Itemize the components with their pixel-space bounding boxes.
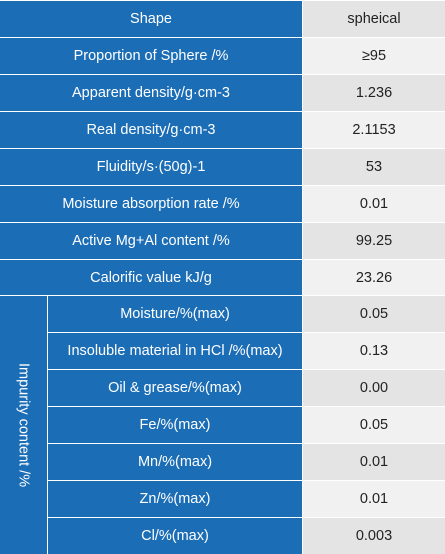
row-label: Apparent density/g·cm-3 [0, 75, 302, 111]
row-value: 1.236 [303, 75, 445, 111]
impurity-row-value: 0.01 [303, 444, 445, 480]
row-value: 53 [303, 149, 445, 185]
impurity-row-label: Cl/%(max) [48, 518, 302, 554]
impurity-row-label: Oil & grease/%(max) [48, 370, 302, 406]
impurity-row-label: Mn/%(max) [48, 444, 302, 480]
impurity-row-value: 0.05 [303, 296, 445, 332]
header-value: spheical [303, 1, 445, 37]
row-label: Real density/g·cm-3 [0, 112, 302, 148]
row-label: Proportion of Sphere /% [0, 38, 302, 74]
impurity-row-value: 0.13 [303, 333, 445, 369]
row-label: Fluidity/s·(50g)-1 [0, 149, 302, 185]
row-value: 23.26 [303, 260, 445, 295]
row-value: ≥95 [303, 38, 445, 74]
row-value: 2.1153 [303, 112, 445, 148]
impurity-row-label: Fe/%(max) [48, 407, 302, 443]
impurity-row-value: 0.00 [303, 370, 445, 406]
row-value: 0.01 [303, 186, 445, 222]
impurity-row-value: 0.003 [303, 518, 445, 554]
row-label: Moisture absorption rate /% [0, 186, 302, 222]
row-label: Active Mg+Al content /% [0, 223, 302, 259]
impurity-row-label: Insoluble material in HCl /%(max) [48, 333, 302, 369]
row-value: 99.25 [303, 223, 445, 259]
impurity-label: Impurity content /% [0, 296, 47, 554]
header-label: Shape [0, 1, 302, 37]
impurity-row-value: 0.01 [303, 481, 445, 517]
impurity-row-value: 0.05 [303, 407, 445, 443]
impurity-row-label: Zn/%(max) [48, 481, 302, 517]
impurity-row-label: Moisture/%(max) [48, 296, 302, 332]
row-label: Calorific value kJ/g [0, 260, 302, 295]
